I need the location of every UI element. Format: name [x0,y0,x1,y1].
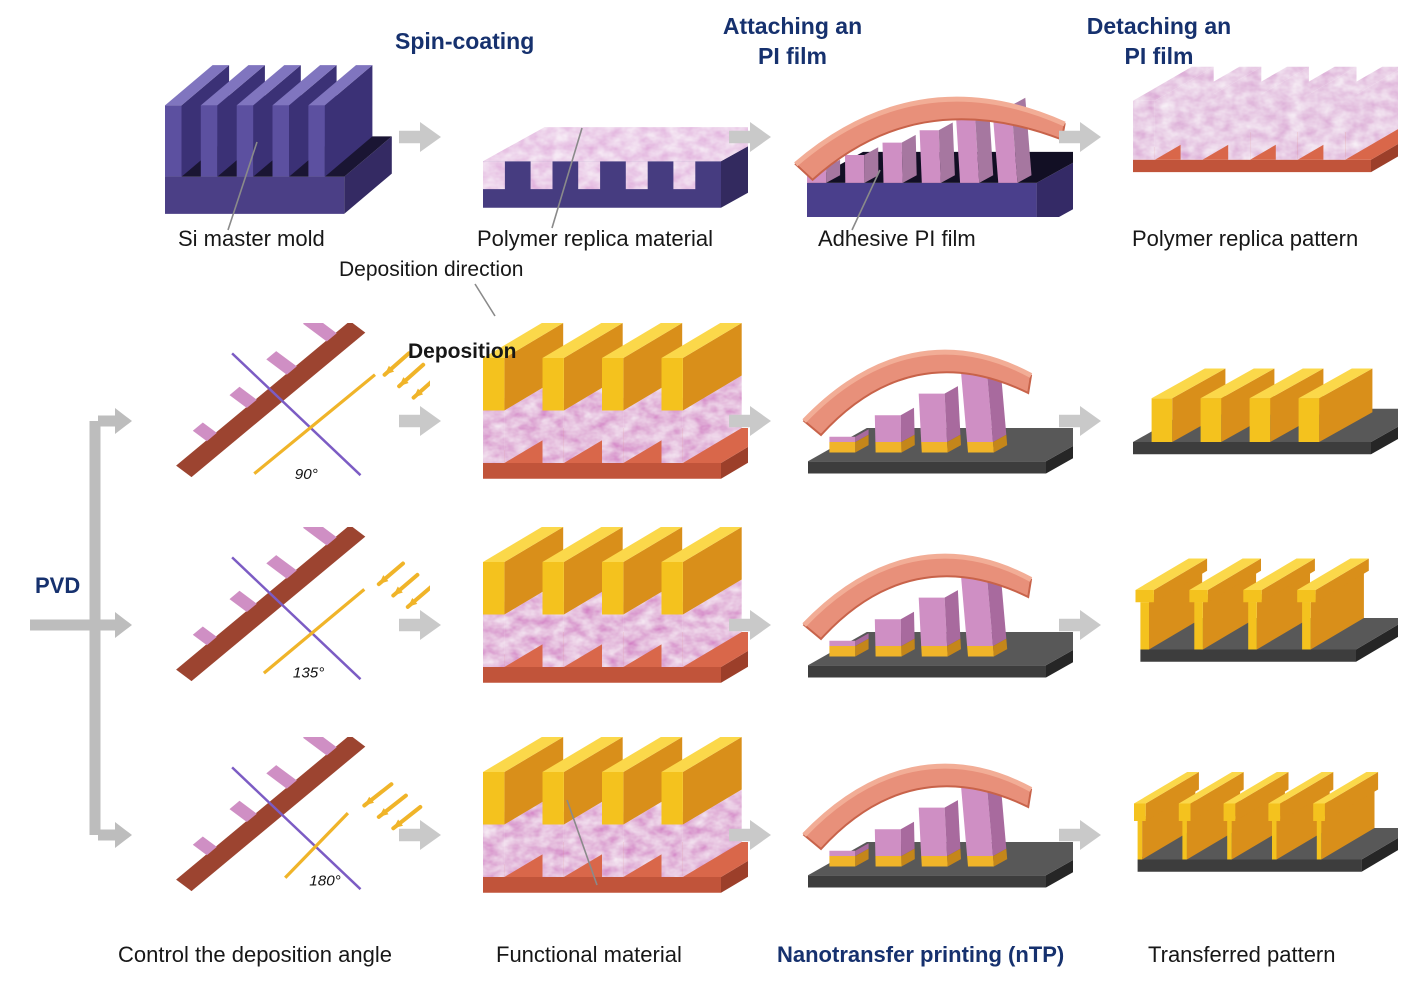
svg-text:180°: 180° [309,872,340,889]
svg-text:90°: 90° [295,466,318,483]
svg-text:135°: 135° [293,665,324,682]
